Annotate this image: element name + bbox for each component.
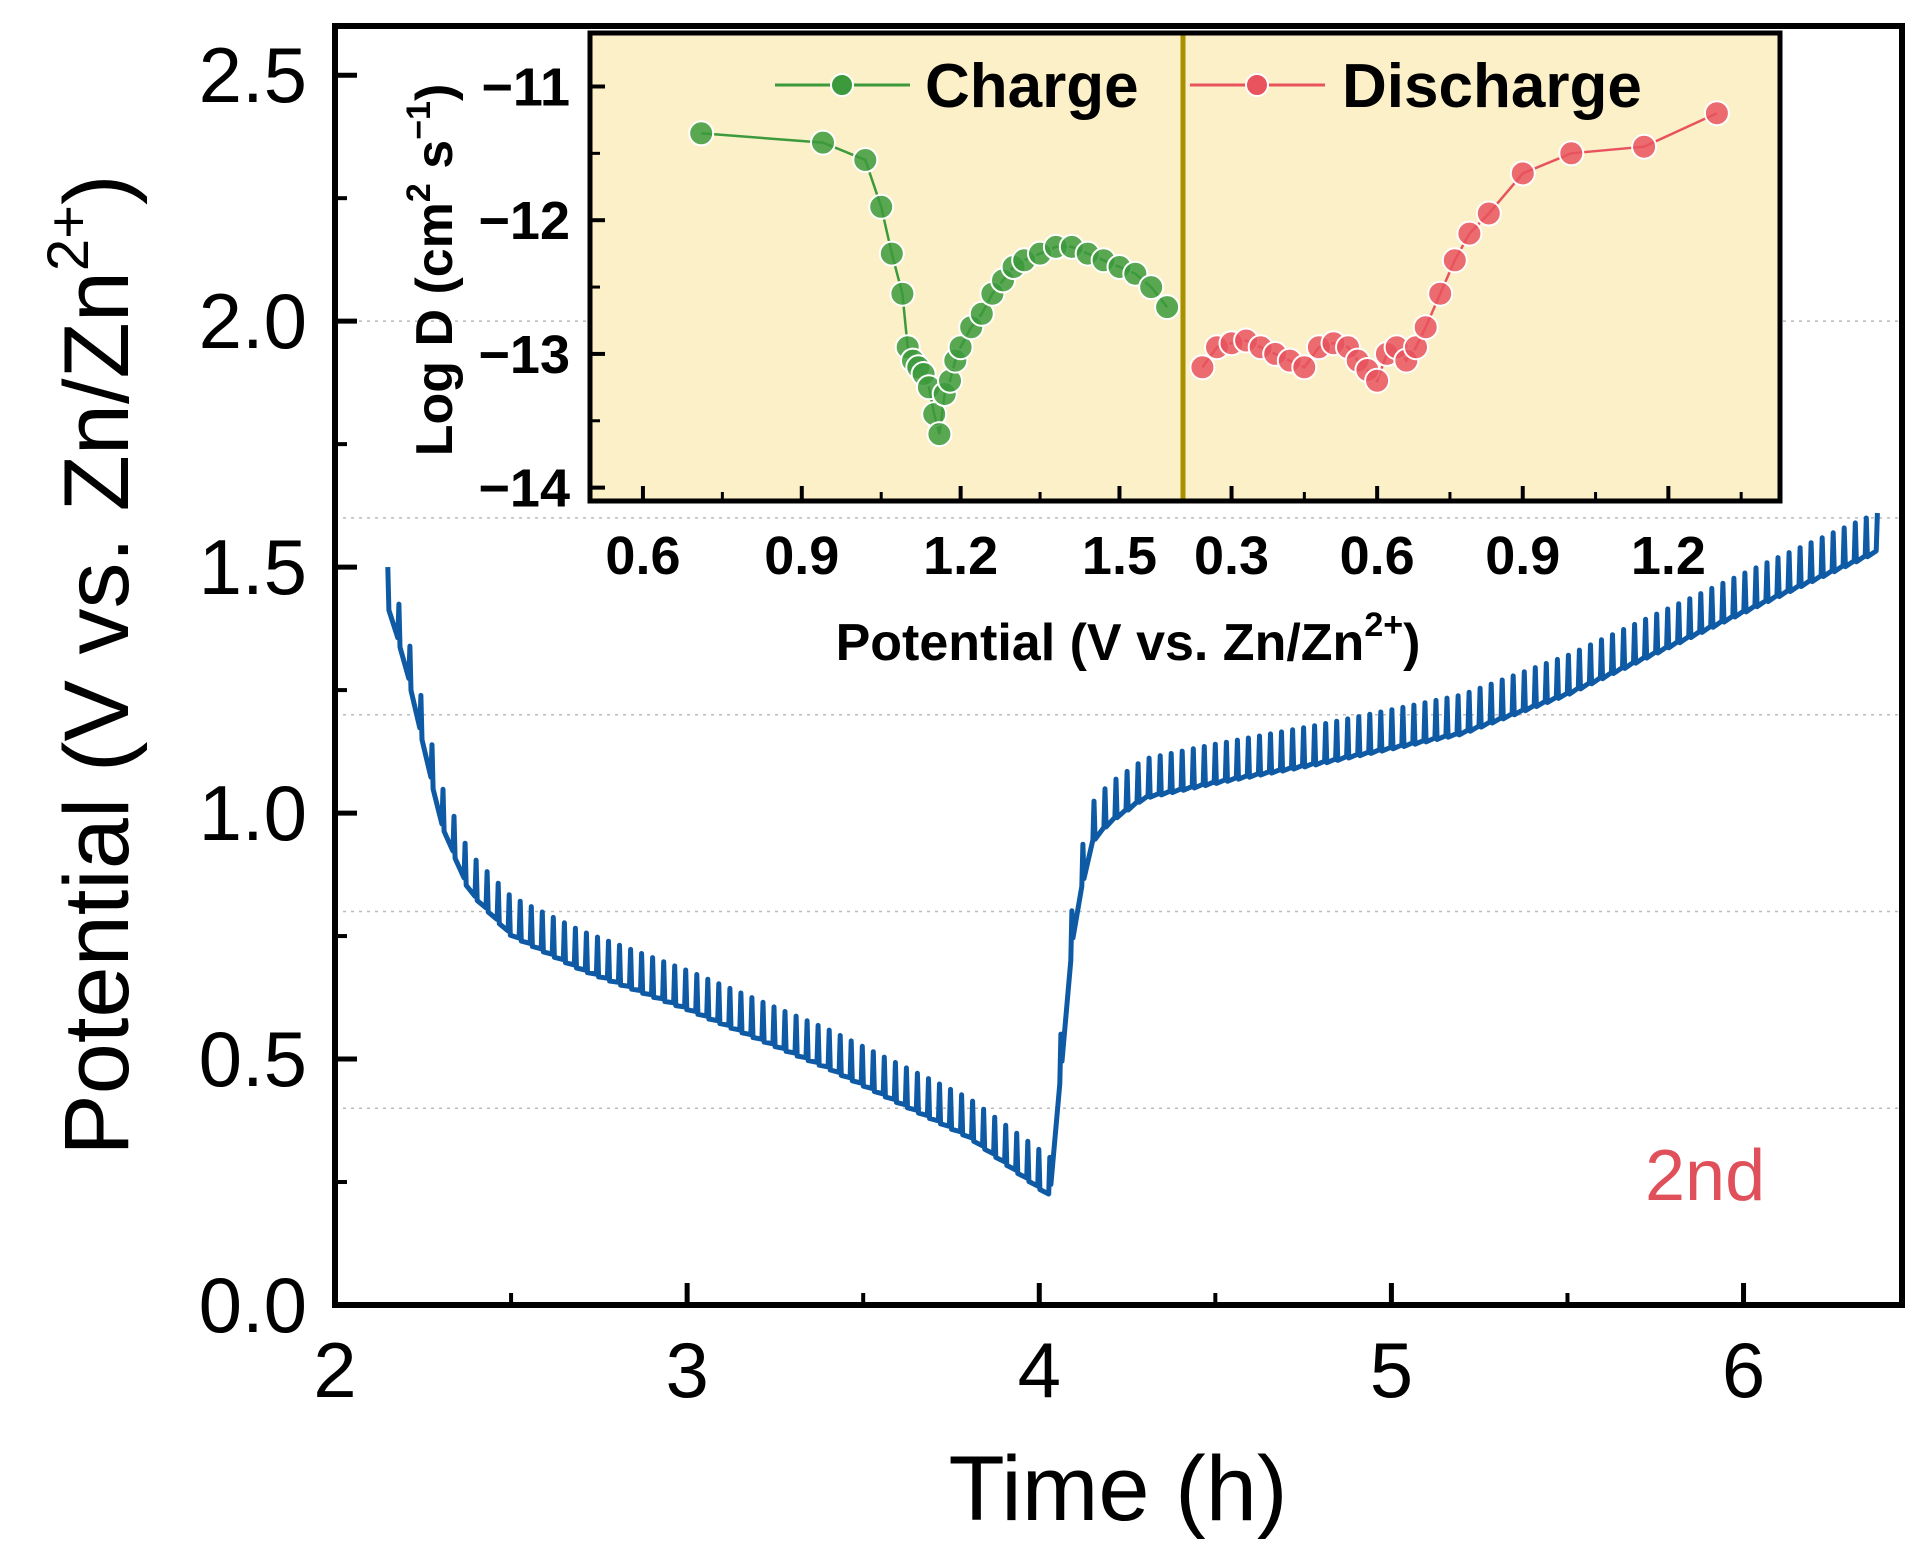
charge-point	[878, 240, 905, 267]
main-y-tick-label: 1.5	[199, 523, 307, 611]
discharge-point	[1427, 280, 1454, 307]
main-y-tick-label: 1.0	[199, 769, 307, 857]
inset-chart: Charge Discharge −11−12−13−14 0.6 0.9 1.2 1…	[400, 30, 1783, 672]
discharge-point	[1475, 200, 1502, 227]
inset-x-tick-label: 1.2	[923, 526, 998, 586]
main-y-tick-label: 2.0	[199, 277, 307, 365]
inset-y-axis: −11 −12 −13 −14	[478, 57, 605, 519]
charge-point	[688, 120, 715, 147]
inset-x-tick-label: 0.3	[1194, 526, 1269, 586]
discharge-point	[1441, 247, 1468, 274]
main-y-tick-label: 0.0	[199, 1261, 307, 1349]
inset-y-label-sup1: 2	[400, 183, 438, 202]
inset-x-axis: 0.6 0.9 1.2 1.5 0.3 0.6 0.9 1.2	[605, 486, 1743, 586]
legend-discharge-label: Discharge	[1342, 52, 1642, 121]
legend-charge-label: Charge	[925, 52, 1139, 121]
inset-x-tick-label: 0.9	[764, 526, 839, 586]
discharge-point	[1412, 314, 1439, 341]
charge-point	[889, 280, 916, 307]
discharge-point	[1456, 220, 1483, 247]
legend-charge-marker	[830, 73, 854, 97]
charge-point	[926, 421, 953, 448]
charge-series	[688, 120, 1181, 448]
inset-x-tick-label: 0.6	[605, 526, 680, 586]
main-y-tick-label: 2.5	[199, 31, 307, 119]
x-axis-label: Time (h)	[948, 1438, 1287, 1540]
discharge-point	[1509, 160, 1536, 187]
inset-x-label-main: Potential (V vs. Zn/Zn	[836, 614, 1365, 672]
main-x-tick-label: 2	[313, 1326, 356, 1414]
inset-frame	[587, 30, 1783, 504]
cycle-annotation: 2nd	[1645, 1136, 1765, 1216]
charge-point	[1138, 274, 1165, 301]
inset-y-tick-label: −14	[478, 459, 570, 519]
inset-y-tick-label: −11	[481, 57, 570, 117]
legend-discharge-marker	[1245, 73, 1269, 97]
main-x-axis: 2 3 4 5 6	[313, 1283, 1765, 1414]
inset-y-tick-label: −13	[478, 325, 570, 385]
potential-curve	[385, 512, 1880, 1197]
charge-point	[947, 334, 974, 361]
charge-point	[852, 147, 879, 173]
inset-x-tick-label: 1.5	[1082, 526, 1157, 586]
main-y-tick-label: 0.5	[199, 1015, 307, 1103]
inset-x-tick-label: 0.6	[1340, 526, 1415, 586]
inset-y-label-sup2: −1	[400, 101, 438, 140]
y-axis-label-sup: 2+	[36, 205, 101, 271]
inset-x-label-sup: 2+	[1364, 606, 1403, 644]
inset-y-label-main: Log D (cm	[406, 202, 464, 456]
inset-y-label-mid: s	[406, 140, 464, 183]
main-y-axis: 0.0 0.5 1.0 1.5 2.0 2.5	[199, 31, 357, 1349]
main-x-tick-label: 3	[665, 1326, 708, 1414]
discharge-series	[1189, 100, 1730, 394]
charge-point	[968, 300, 995, 327]
inset-x-label-close: )	[1403, 614, 1420, 672]
main-x-tick-label: 4	[1018, 1326, 1061, 1414]
discharge-point	[1703, 100, 1730, 127]
inset-x-tick-label: 1.2	[1631, 526, 1706, 586]
inset-y-label-close: )	[406, 84, 464, 101]
main-plot-frame	[332, 23, 1905, 1308]
y-axis-label-main: Potential (V vs. Zn/Zn	[46, 271, 148, 1156]
discharge-point	[1291, 354, 1318, 381]
main-x-tick-label: 5	[1370, 1326, 1413, 1414]
inset-x-axis-label: Potential (V vs. Zn/Zn2+)	[836, 606, 1421, 672]
main-chart: 2 3 4 5 6 0.0 0.5 1.0 1.5 2.0 2.5 Time (h) Potent…	[36, 23, 1905, 1540]
inset-y-axis-label: Log D (cm2 s−1)	[400, 84, 464, 457]
charge-point	[810, 129, 836, 156]
discharge-point	[1631, 133, 1658, 160]
charge-point	[1154, 294, 1181, 321]
inset-x-tick-label: 0.9	[1485, 526, 1560, 586]
discharge-point	[1364, 367, 1391, 394]
discharge-point	[1189, 354, 1216, 381]
inset-y-tick-label: −12	[478, 191, 570, 251]
y-axis-label-close: )	[46, 174, 148, 205]
y-axis-label: Potential (V vs. Zn/Zn2+)	[36, 174, 148, 1155]
discharge-point	[1558, 140, 1585, 167]
main-x-tick-label: 6	[1722, 1326, 1765, 1414]
charge-point	[868, 193, 895, 220]
